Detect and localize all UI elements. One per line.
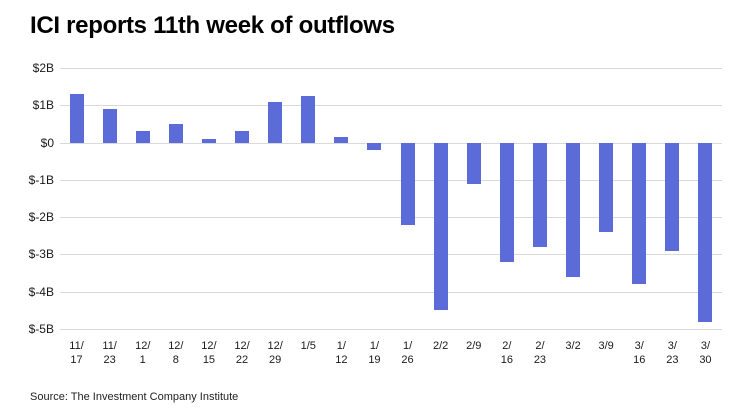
bar-2/16 [499, 142, 514, 262]
bar-11/23 [102, 109, 117, 143]
bar-12/29 [268, 101, 283, 143]
bar-3/23 [665, 142, 680, 251]
bar-1/5 [301, 95, 316, 143]
y-axis-tick-label: $0 [40, 135, 54, 150]
bar-11/17 [69, 94, 84, 143]
y-axis-tick-label: $-4B [28, 284, 54, 299]
x-axis-tick-label: 3/ 30 [699, 340, 712, 366]
gridline [60, 142, 722, 144]
bar-12/22 [235, 131, 250, 143]
x-axis-tick-label: 1/ 12 [335, 340, 348, 366]
x-axis-tick-label: 1/ 26 [401, 340, 414, 366]
bar-12/15 [201, 138, 216, 143]
bar-3/16 [632, 142, 647, 285]
source-note: Source: The Investment Company Institute [30, 391, 239, 403]
x-axis-tick-label: 12/ 22 [234, 340, 250, 366]
y-axis-tick-label: $-1B [28, 172, 54, 187]
bar-2/9 [466, 142, 481, 184]
gridline [60, 254, 722, 256]
x-axis-tick-label: 3/2 [565, 340, 581, 352]
x-axis-tick-label: 12/ 29 [267, 340, 283, 366]
x-axis-tick-label: 2/9 [466, 340, 482, 352]
bar-3/30 [698, 142, 713, 322]
bar-1/19 [367, 142, 382, 151]
x-axis-tick-label: 12/ 8 [168, 340, 184, 366]
x-axis-tick-label: 12/ 1 [135, 340, 151, 366]
x-axis-tick-label: 2/ 23 [533, 340, 547, 366]
y-axis-tick-label: $-3B [28, 247, 54, 262]
bar-12/8 [168, 123, 183, 143]
bar-3/9 [599, 142, 614, 233]
x-axis-tick-label: 3/ 16 [633, 340, 646, 366]
bar-3/2 [566, 142, 581, 277]
y-axis-tick-label: $-5B [28, 322, 54, 336]
y-axis-tick-label: $1B [32, 98, 54, 113]
gridline [60, 105, 722, 107]
x-axis-tick-label: 12/ 15 [201, 340, 217, 366]
gridline [60, 329, 722, 330]
bar-chart: $2B $1B $0 $-1B $-2B $-3B $-4B $-5B 11/ 17 11/ 23… [14, 60, 728, 380]
x-axis-tick-label: 3/ 23 [666, 340, 679, 366]
bar-1/26 [400, 142, 415, 225]
bar-2/23 [532, 142, 547, 247]
gridline [60, 179, 722, 181]
x-axis-tick-label: 1/5 [300, 340, 316, 352]
x-axis-tick-label: 11/ 17 [69, 340, 84, 366]
y-axis-tick-label: $-2B [28, 210, 54, 225]
x-axis-tick-label: 3/9 [598, 340, 614, 352]
x-axis-tick-label: 2/ 16 [500, 340, 513, 366]
gridline [60, 217, 722, 219]
bar-12/1 [135, 131, 150, 143]
bar-2/2 [433, 142, 448, 311]
x-axis-tick-label: 1/ 19 [368, 340, 381, 366]
x-axis-tick-label: 2/2 [432, 340, 449, 352]
y-axis-tick-label: $2B [32, 61, 54, 75]
gridline [60, 291, 722, 293]
bar-1/12 [334, 136, 349, 143]
chart-title: ICI reports 11th week of outflows [30, 12, 395, 39]
gridline [60, 68, 722, 69]
x-axis-tick-label: 11/ 23 [102, 340, 117, 366]
